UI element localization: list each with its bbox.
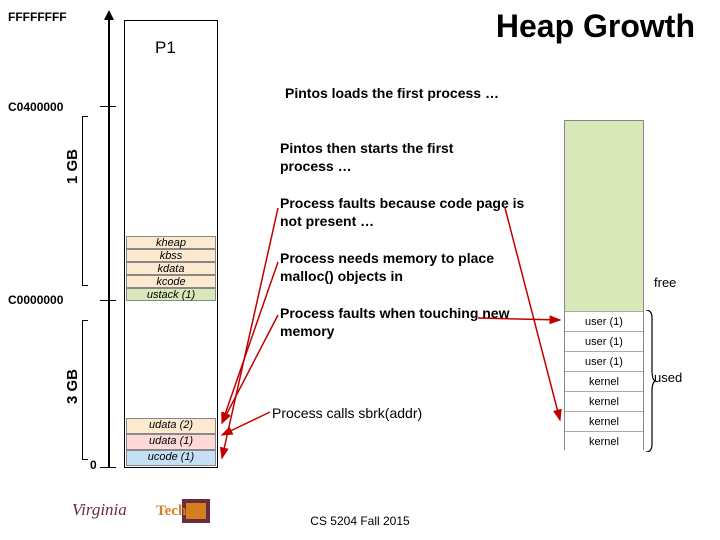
addr-top: FFFFFFFF — [8, 10, 67, 24]
frame-cell: kernel — [565, 411, 643, 431]
addr-mid2: C0000000 — [8, 293, 63, 307]
axis-tick — [100, 467, 116, 468]
user-seg-udata-2-: udata (2) — [126, 418, 216, 434]
process-label: P1 — [155, 38, 176, 58]
axis-arrow-icon — [104, 10, 114, 20]
gb-upper-label: 1 GB — [64, 149, 81, 184]
step-3: Process faults because code page is not … — [280, 195, 540, 230]
kernel-seg-kbss: kbss — [126, 249, 216, 262]
memory-axis — [108, 18, 110, 468]
footer-text: CS 5204 Fall 2015 — [310, 514, 409, 528]
addr-bottom: 0 — [90, 458, 97, 472]
frame-cell: user (1) — [565, 331, 643, 351]
gb-bracket — [82, 320, 88, 460]
gb-bracket — [82, 116, 88, 286]
step-5: Process faults when touching new memory — [280, 305, 510, 340]
frame-cell: user (1) — [565, 351, 643, 371]
step-2: Pintos then starts the first process … — [280, 140, 510, 175]
addr-mid1: C0400000 — [8, 100, 63, 114]
axis-tick — [100, 300, 116, 301]
step-6: Process calls sbrk(addr) — [272, 405, 502, 423]
user-seg-ucode-1-: ucode (1) — [126, 450, 216, 466]
svg-text:Tech: Tech — [156, 503, 187, 519]
frame-free — [565, 121, 643, 311]
frame-cell: user (1) — [565, 311, 643, 331]
step-1: Pintos loads the first process … — [285, 85, 585, 103]
kernel-seg-kcode: kcode — [126, 275, 216, 288]
page-title: Heap Growth — [496, 8, 695, 45]
kernel-seg-kheap: kheap — [126, 236, 216, 249]
free-label: free — [654, 275, 676, 290]
step-4: Process needs memory to place malloc() o… — [280, 250, 530, 285]
used-label: used — [654, 370, 682, 385]
svg-text:Virginia: Virginia — [72, 500, 127, 519]
gb-lower-label: 3 GB — [64, 369, 81, 404]
axis-tick — [100, 106, 116, 107]
virginia-tech-logo: Virginia Tech — [72, 495, 222, 532]
frame-cell: kernel — [565, 391, 643, 411]
user-seg-udata-1-: udata (1) — [126, 434, 216, 450]
kernel-seg-kdata: kdata — [126, 262, 216, 275]
frame-cell: kernel — [565, 431, 643, 451]
frame-column: user (1)user (1)user (1)kernelkernelkern… — [564, 120, 644, 450]
kernel-seg-ustack-1-: ustack (1) — [126, 288, 216, 301]
frame-cell: kernel — [565, 371, 643, 391]
